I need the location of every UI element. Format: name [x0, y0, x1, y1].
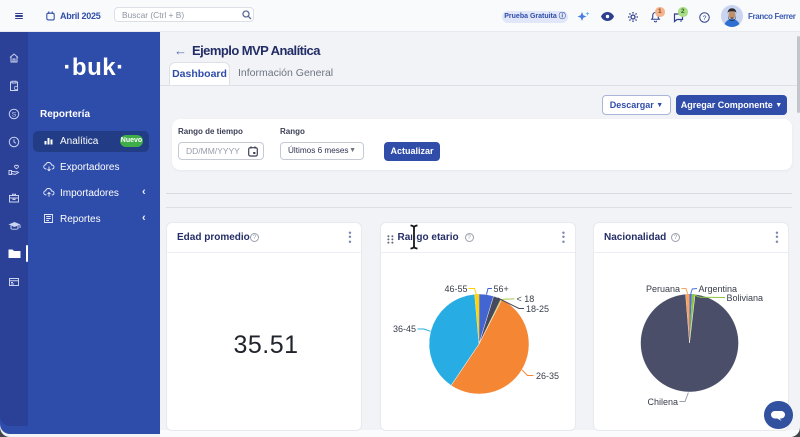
svg-text:Boliviana: Boliviana — [727, 293, 764, 303]
svg-text:36-45: 36-45 — [393, 324, 416, 334]
svg-text:< 18: < 18 — [517, 294, 535, 304]
svg-text:46-55: 46-55 — [444, 284, 467, 294]
svg-text:Peruana: Peruana — [646, 284, 680, 294]
svg-text:56+: 56+ — [494, 284, 509, 294]
svg-text:?: ? — [703, 14, 707, 21]
svg-text:18-25: 18-25 — [526, 304, 549, 314]
svg-text:Argentina: Argentina — [699, 284, 738, 294]
svg-text:26-35: 26-35 — [536, 371, 559, 381]
svg-text:Chilena: Chilena — [647, 397, 678, 407]
svg-text:S: S — [12, 111, 17, 118]
